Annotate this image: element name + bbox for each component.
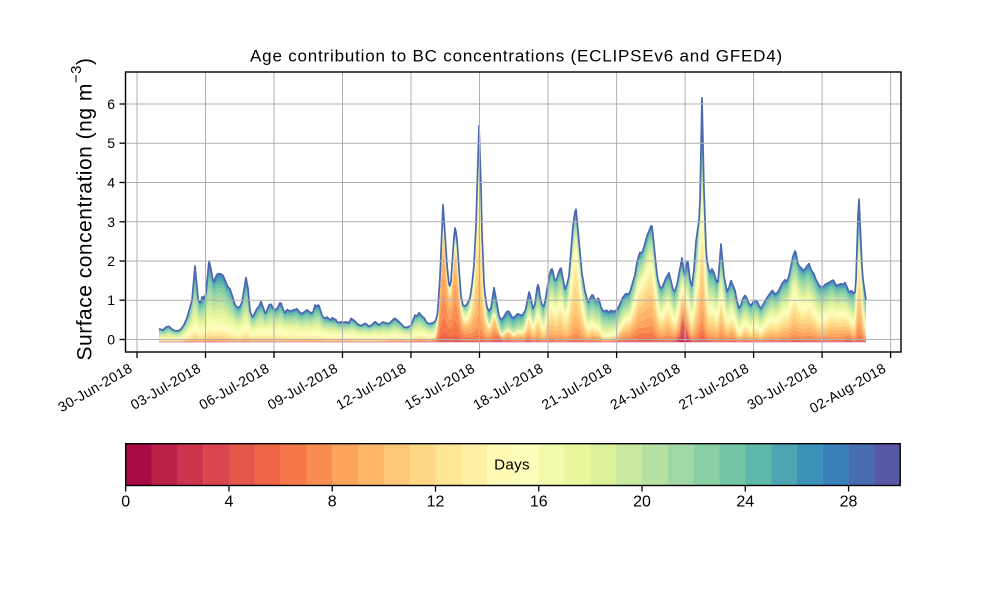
svg-text:6: 6 (107, 96, 115, 112)
svg-text:Age contribution to BC concent: Age contribution to BC concentrations (E… (250, 47, 783, 66)
svg-text:Surface concentration (ng m−3): Surface concentration (ng m−3) (68, 58, 97, 361)
svg-text:3: 3 (107, 214, 115, 230)
svg-text:5: 5 (107, 135, 115, 151)
svg-text:28: 28 (840, 494, 858, 511)
svg-text:8: 8 (328, 494, 337, 511)
svg-text:0: 0 (107, 332, 115, 348)
svg-text:4: 4 (107, 175, 115, 191)
svg-text:Days: Days (494, 456, 530, 473)
svg-text:24: 24 (736, 494, 754, 511)
svg-text:0: 0 (121, 494, 130, 511)
svg-text:12: 12 (427, 494, 445, 511)
svg-text:4: 4 (225, 494, 234, 511)
svg-text:16: 16 (530, 494, 548, 511)
svg-text:1: 1 (107, 292, 115, 308)
svg-text:20: 20 (633, 494, 651, 511)
svg-text:2: 2 (107, 253, 115, 269)
